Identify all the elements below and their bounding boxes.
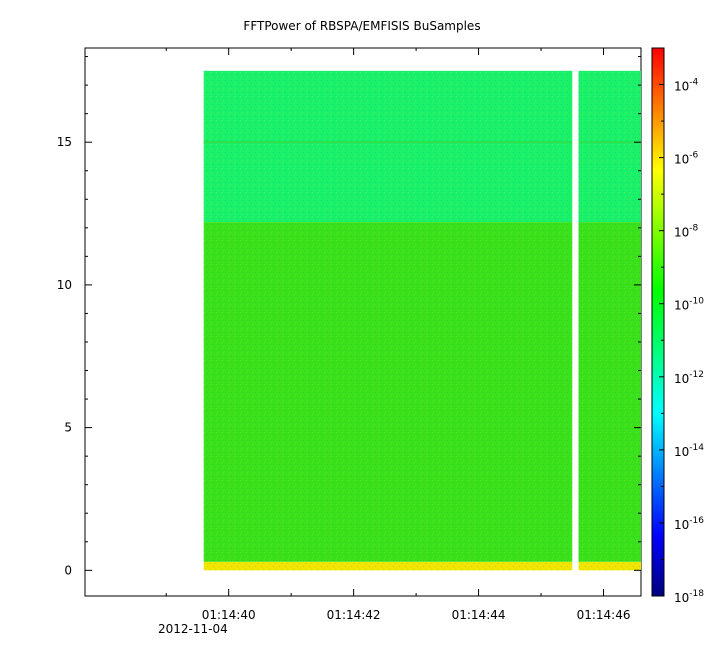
colorbar-tick-base: 10 — [674, 299, 689, 313]
x-tick-label: 01:14:42 — [327, 608, 381, 622]
y-tick-label: 10 — [57, 278, 72, 292]
colorbar-tick-exponent: -14 — [689, 443, 704, 453]
colorbar-tick-label: 10-4 — [674, 78, 699, 94]
colorbar-tick-exponent: -10 — [689, 297, 704, 307]
y-tick-label: 0 — [64, 563, 72, 577]
colorbar — [651, 47, 665, 597]
spectrogram-texture — [203, 222, 641, 562]
colorbar-tick-base: 10 — [674, 153, 689, 167]
colorbar-tick-base: 10 — [674, 80, 689, 94]
y-tick-label: 5 — [64, 421, 72, 435]
spectrogram-bands — [203, 70, 641, 571]
spectrogram-texture — [203, 561, 641, 571]
colorbar-tick-label: 10-14 — [674, 443, 704, 459]
x-tick-label: 01:14:44 — [452, 608, 506, 622]
y-axis: 0 5 10 15 — [57, 56, 641, 577]
date-label: 2012-11-04 — [158, 622, 228, 636]
data-gap-stripe — [572, 69, 579, 572]
colorbar-tick-exponent: -16 — [689, 516, 704, 526]
colorbar-tick-label: 10-18 — [674, 589, 704, 605]
spectrogram-texture — [203, 70, 641, 223]
colorbar-tick-exponent: -12 — [689, 370, 704, 380]
x-tick-label: 01:14:40 — [202, 608, 256, 622]
colorbar-tick-base: 10 — [674, 591, 689, 605]
data-gap — [572, 69, 579, 572]
colorbar-tick-label: 10-12 — [674, 370, 704, 386]
colorbar-tick-exponent: -8 — [689, 224, 698, 234]
colorbar-tick-base: 10 — [674, 226, 689, 240]
chart-title: FFTPower of RBSPA/EMFISIS BuSamples — [243, 19, 480, 33]
x-tick-label: 01:14:46 — [577, 608, 631, 622]
colorbar-tick-label: 10-16 — [674, 516, 704, 532]
colorbar-tick-label: 10-10 — [674, 297, 704, 313]
colorbar-tick-label: 10-8 — [674, 224, 699, 240]
colorbar-tick-exponent: -4 — [689, 78, 698, 88]
colorbar-tick-exponent: -18 — [689, 589, 704, 599]
colorbar-tick-base: 10 — [674, 445, 689, 459]
colorbar-tick-exponent: -6 — [689, 151, 698, 161]
x-axis: 01:14:40 01:14:42 01:14:44 01:14:46 — [165, 48, 631, 622]
y-tick-label: 15 — [57, 135, 72, 149]
colorbar-tick-label: 10-6 — [674, 151, 699, 167]
colorbar-tick-base: 10 — [674, 518, 689, 532]
colorbar-tick-base: 10 — [674, 372, 689, 386]
